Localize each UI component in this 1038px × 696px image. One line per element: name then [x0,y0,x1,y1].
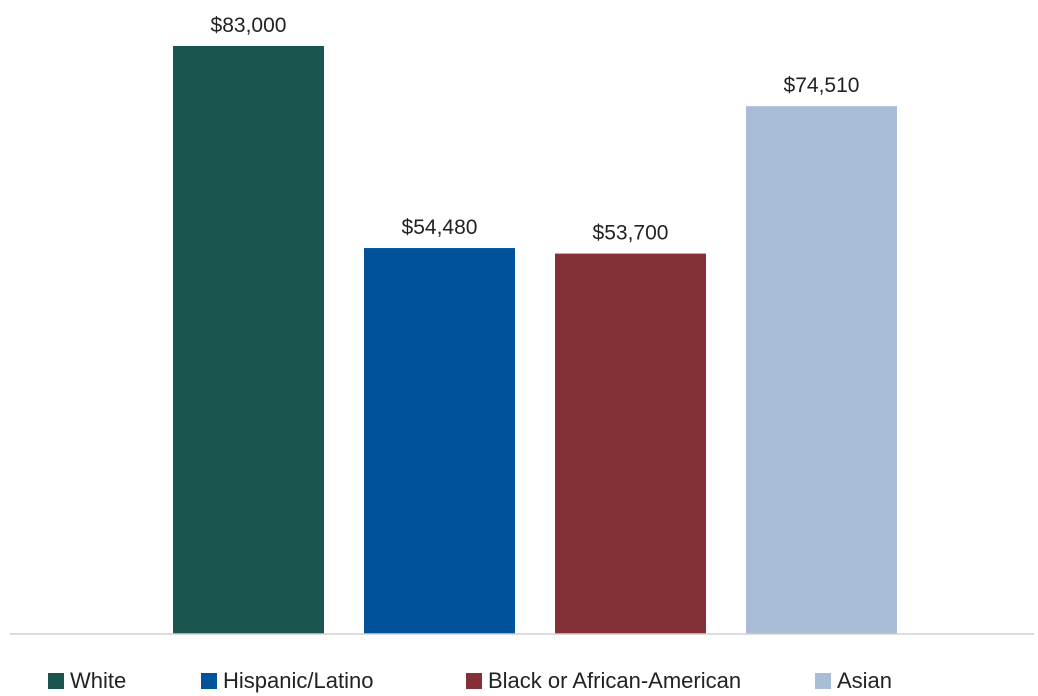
legend-item-white: White [48,666,126,696]
legend-swatch-asian [815,673,831,689]
legend-item-asian: Asian [815,666,892,696]
legend-label-white: White [70,668,127,693]
legend-swatch-black-african-american [466,673,482,689]
legend-swatch-white [48,673,64,689]
legend-item-black-african-american: Black or African-American [466,666,741,696]
legend-swatch-hispanic-latino [201,673,217,689]
bar-asian [746,106,897,635]
bars-group [173,46,897,635]
legend: White Hispanic/Latino Black or African-A… [0,666,1038,696]
legend-label-asian: Asian [837,668,893,693]
legend-item-hispanic-latino: Hispanic/Latino [201,666,373,696]
legend-label-hispanic-latino: Hispanic/Latino [223,668,374,693]
bar-white [173,46,324,634]
value-label-black-african-american: $53,700 [593,222,669,245]
bar-hispanic-latino [364,248,515,635]
bar-black-african-american [555,253,706,634]
legend-label-black-african-american: Black or African-American [488,668,742,693]
value-label-white: $83,000 [211,14,287,37]
bar-chart: $83,000 $54,480 $53,700 $74,510 [10,14,1034,635]
value-labels-group: $83,000 $54,480 $53,700 $74,510 [211,14,860,245]
value-label-hispanic-latino: $54,480 [402,216,478,239]
value-label-asian: $74,510 [784,74,860,97]
